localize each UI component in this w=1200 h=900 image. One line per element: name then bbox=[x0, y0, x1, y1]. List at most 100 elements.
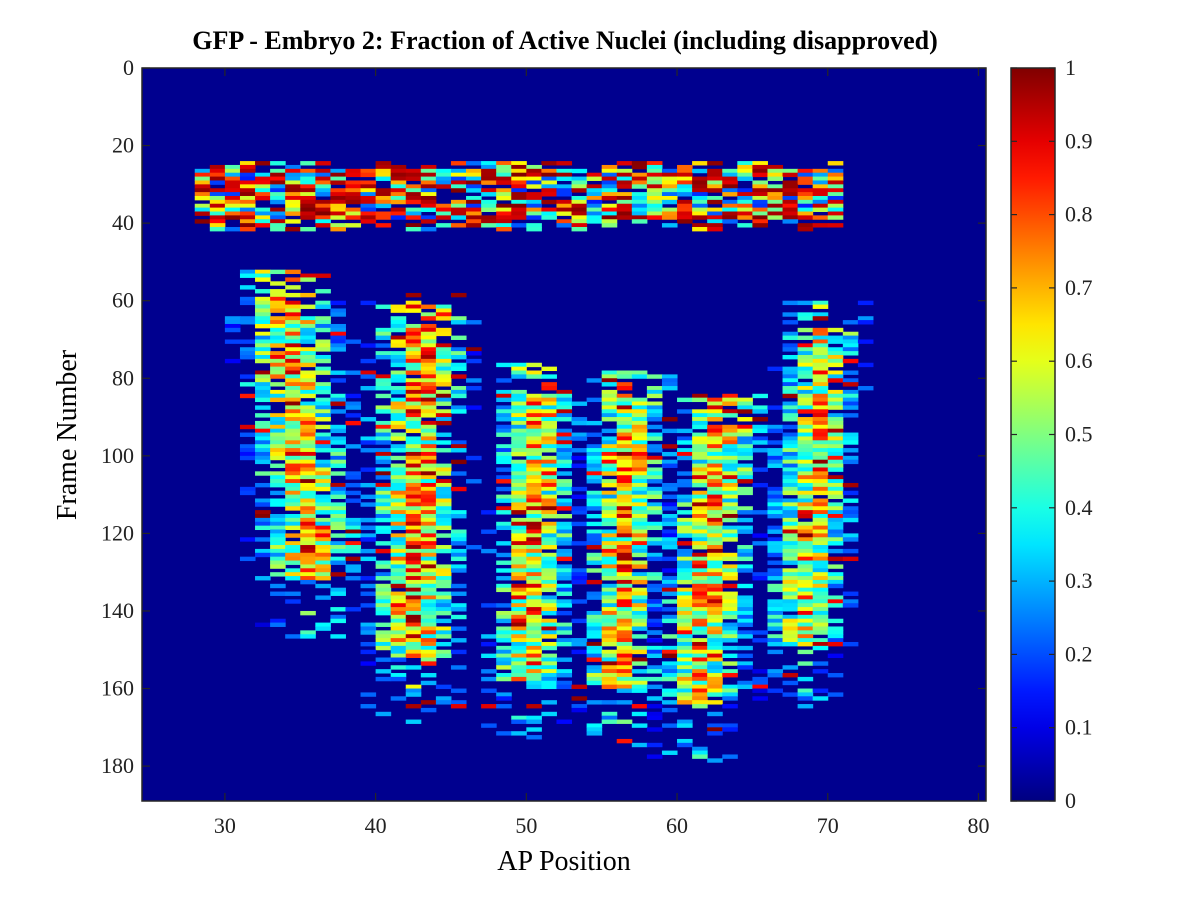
heatmap-cell bbox=[270, 451, 286, 457]
heatmap-cell bbox=[812, 316, 829, 321]
heatmap-cell bbox=[782, 448, 799, 453]
heatmap-cell bbox=[616, 645, 633, 651]
heatmap-cell bbox=[707, 397, 723, 403]
heatmap-cell bbox=[420, 607, 437, 612]
heatmap-cell bbox=[375, 455, 392, 461]
heatmap-cell bbox=[601, 413, 618, 418]
heatmap-cell bbox=[496, 211, 512, 216]
heatmap-cell bbox=[270, 358, 286, 364]
heatmap-cell bbox=[677, 211, 693, 216]
heatmap-cell bbox=[420, 533, 437, 538]
heatmap-cell bbox=[496, 657, 512, 662]
heatmap-cell bbox=[390, 560, 407, 565]
heatmap-cell bbox=[405, 638, 422, 643]
heatmap-cell bbox=[707, 180, 723, 185]
heatmap-cell bbox=[737, 405, 753, 410]
heatmap-cell bbox=[375, 517, 392, 523]
heatmap-cell bbox=[767, 168, 784, 174]
heatmap-cell bbox=[315, 517, 331, 523]
heatmap-cell bbox=[360, 374, 377, 379]
heatmap-cell bbox=[541, 494, 557, 499]
heatmap-cell bbox=[511, 168, 527, 174]
heatmap-cell bbox=[586, 455, 603, 461]
heatmap-cell bbox=[812, 533, 829, 538]
heatmap-cell bbox=[360, 537, 377, 542]
heatmap-cell bbox=[315, 494, 331, 499]
heatmap-cell bbox=[541, 463, 557, 468]
heatmap-cell bbox=[737, 556, 753, 562]
heatmap-cell bbox=[405, 354, 422, 360]
heatmap-cell bbox=[782, 525, 799, 531]
heatmap-cell bbox=[330, 556, 346, 562]
heatmap-cell bbox=[767, 448, 784, 453]
heatmap-cell bbox=[435, 603, 452, 608]
heatmap-cell bbox=[390, 420, 407, 426]
heatmap-cell bbox=[390, 405, 407, 410]
heatmap-cell bbox=[526, 595, 542, 600]
heatmap-cell bbox=[571, 494, 588, 499]
heatmap-cell bbox=[420, 595, 437, 600]
heatmap-cell bbox=[330, 331, 346, 337]
heatmap-cell bbox=[827, 176, 844, 181]
heatmap-cell bbox=[496, 638, 512, 643]
heatmap-cell bbox=[541, 207, 557, 212]
heatmap-cell bbox=[270, 583, 286, 589]
heatmap-cell bbox=[782, 692, 799, 697]
heatmap-cell bbox=[526, 482, 542, 488]
heatmap-cell bbox=[375, 541, 392, 546]
heatmap-cell bbox=[752, 192, 768, 197]
heatmap-cell bbox=[270, 525, 286, 531]
heatmap-cell bbox=[616, 583, 633, 589]
heatmap-cell bbox=[285, 316, 301, 321]
heatmap-cell bbox=[616, 552, 633, 558]
heatmap-cell bbox=[420, 199, 437, 205]
heatmap-cell bbox=[646, 638, 663, 643]
heatmap-cell bbox=[239, 199, 256, 205]
heatmap-cell bbox=[646, 665, 663, 670]
heatmap-cell bbox=[450, 638, 467, 643]
heatmap-cell bbox=[315, 432, 331, 437]
heatmap-cell bbox=[270, 482, 286, 488]
heatmap-cell bbox=[661, 444, 678, 449]
heatmap-cell bbox=[496, 397, 512, 403]
heatmap-cell bbox=[571, 168, 588, 174]
heatmap-cell bbox=[661, 188, 678, 193]
heatmap-cell bbox=[285, 576, 301, 581]
heatmap-cell bbox=[616, 479, 633, 484]
heatmap-cell bbox=[496, 610, 512, 616]
heatmap-cell bbox=[420, 599, 437, 604]
heatmap-cell bbox=[722, 754, 738, 759]
heatmap-cell bbox=[255, 432, 271, 437]
heatmap-cell bbox=[255, 323, 271, 329]
heatmap-cell bbox=[481, 207, 497, 212]
heatmap-cell bbox=[526, 610, 542, 616]
heatmap-cell bbox=[616, 537, 633, 542]
heatmap-cell bbox=[631, 479, 648, 484]
heatmap-cell bbox=[767, 199, 784, 205]
heatmap-cell bbox=[827, 451, 844, 457]
heatmap-cell bbox=[827, 339, 844, 344]
heatmap-cell bbox=[239, 486, 256, 492]
heatmap-cell bbox=[405, 451, 422, 457]
heatmap-cell bbox=[631, 211, 648, 216]
heatmap-cell bbox=[646, 572, 663, 577]
heatmap-cell bbox=[616, 374, 633, 379]
heatmap-cell bbox=[511, 673, 527, 678]
heatmap-cell bbox=[797, 514, 814, 519]
heatmap-cell bbox=[616, 482, 633, 488]
heatmap-cell bbox=[631, 514, 648, 519]
heatmap-cell bbox=[707, 661, 723, 666]
heatmap-cell bbox=[722, 451, 738, 457]
heatmap-cell bbox=[601, 490, 618, 496]
heatmap-cell bbox=[722, 688, 738, 693]
heatmap-cell bbox=[270, 354, 286, 360]
heatmap-cell bbox=[722, 692, 738, 697]
heatmap-cell bbox=[737, 486, 753, 492]
heatmap-cell bbox=[692, 583, 708, 589]
heatmap-cell bbox=[586, 215, 603, 220]
heatmap-cell bbox=[270, 343, 286, 348]
heatmap-cell bbox=[692, 595, 708, 600]
heatmap-cell bbox=[737, 451, 753, 457]
heatmap-cell bbox=[782, 521, 799, 527]
heatmap-cell bbox=[707, 572, 723, 577]
